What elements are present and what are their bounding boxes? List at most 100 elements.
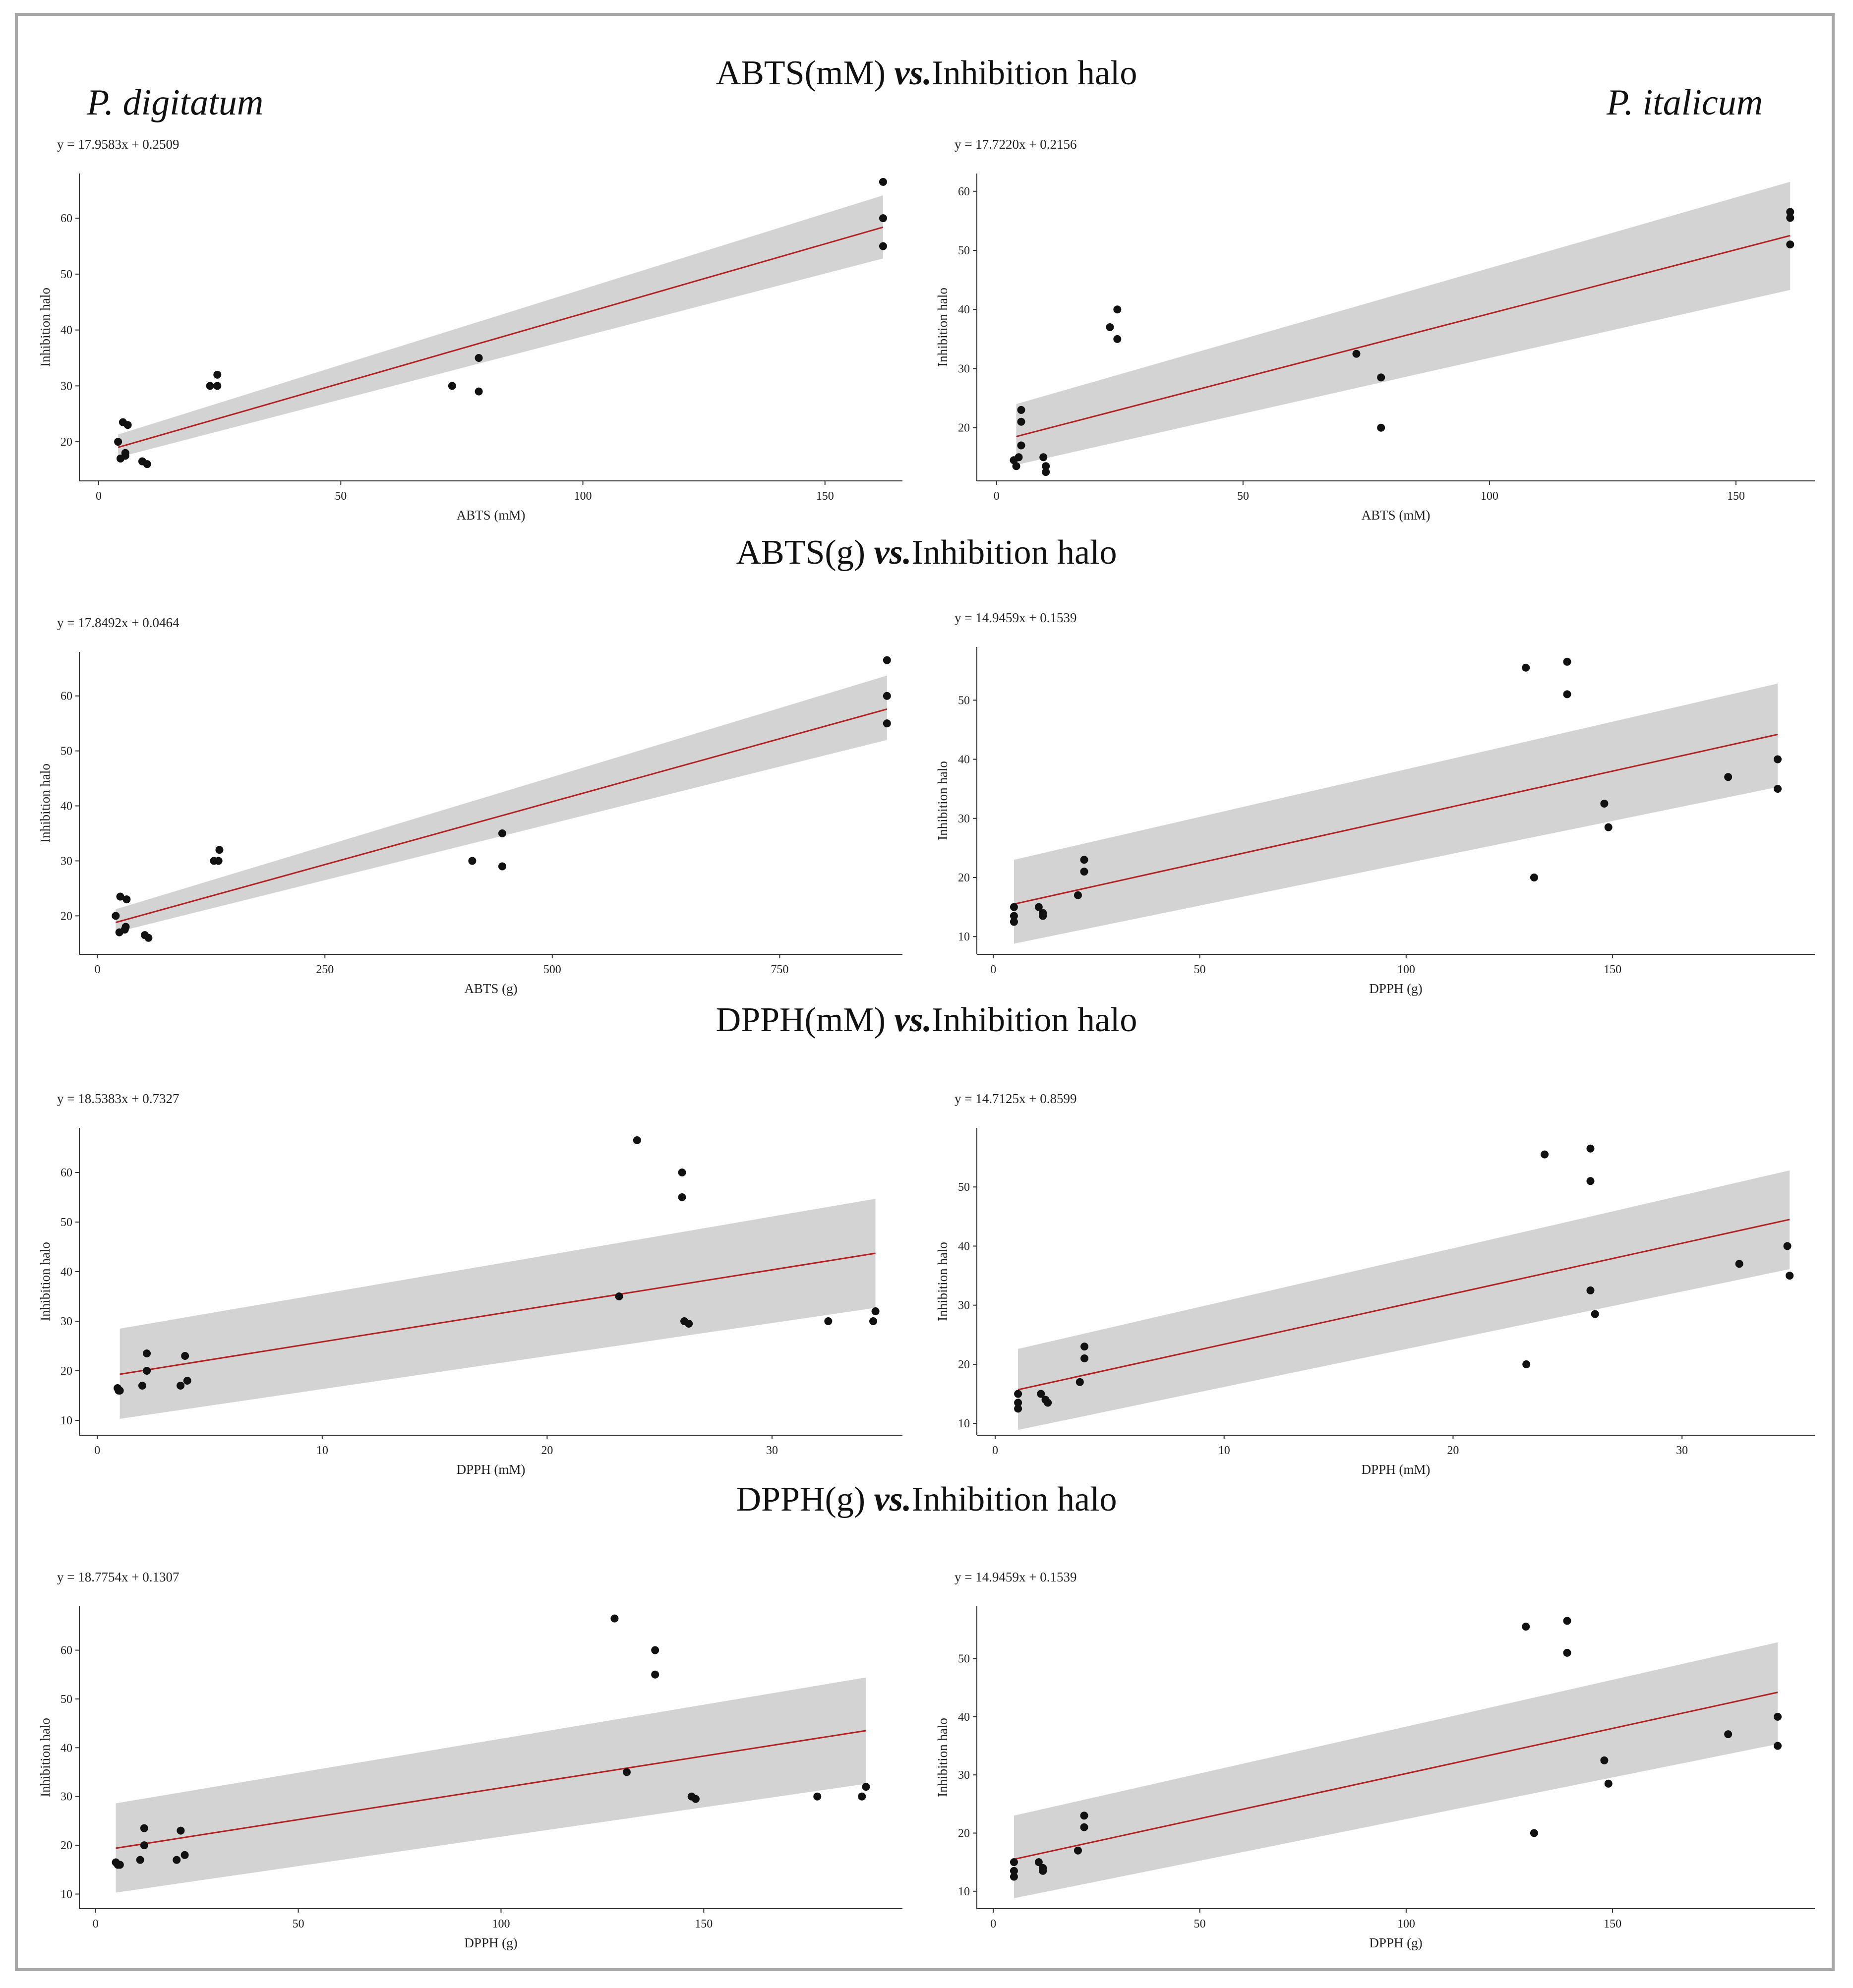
data-point — [1377, 423, 1385, 432]
data-point — [122, 895, 131, 904]
confidence-band — [120, 1199, 876, 1419]
equation-label: y = 18.7754x + 0.1307 — [57, 1570, 179, 1584]
y-tick-label: 60 — [60, 212, 72, 225]
x-tick-label: 30 — [1676, 1444, 1688, 1457]
x-axis-label: DPPH (g) — [464, 1935, 517, 1950]
y-axis-label: Inhibition halo — [38, 1242, 53, 1321]
data-point — [813, 1792, 822, 1801]
y-axis-label: Inhibition halo — [935, 288, 950, 367]
data-point — [1604, 823, 1613, 831]
equation-label: y = 18.5383x + 0.7327 — [57, 1091, 179, 1106]
data-point — [1044, 1399, 1052, 1407]
equation-label: y = 14.7125x + 0.8599 — [955, 1091, 1076, 1106]
data-point — [213, 370, 222, 379]
x-tick-label: 0 — [992, 1444, 998, 1457]
data-point — [1080, 868, 1088, 876]
data-point — [1010, 903, 1018, 911]
data-point — [177, 1826, 185, 1835]
section-title-abts-g: ABTS(g) vs.Inhibition halo — [736, 533, 1117, 572]
y-axis-label: Inhibition halo — [935, 1718, 950, 1797]
y-tick-label: 50 — [60, 745, 72, 758]
confidence-band — [118, 195, 883, 458]
x-tick-label: 750 — [771, 963, 788, 976]
data-point — [1563, 657, 1571, 666]
scatter-chart-dpph-g-digitatum: y = 18.7754x + 0.1307 0 50 100 150 10 20 30 40 50… — [38, 1570, 902, 1950]
data-point — [214, 857, 223, 865]
y-tick-label: 50 — [60, 268, 72, 281]
data-point — [1015, 453, 1023, 462]
y-tick-label: 20 — [60, 436, 72, 449]
data-point — [1591, 1310, 1599, 1318]
data-point — [651, 1670, 659, 1679]
data-point — [112, 912, 120, 920]
section-title-abts-mm: ABTS(mM) vs.Inhibition halo — [716, 54, 1137, 92]
x-tick-label: 20 — [541, 1444, 553, 1457]
y-axis-label: Inhibition halo — [935, 1242, 950, 1321]
data-point — [1039, 912, 1047, 920]
data-point — [177, 1382, 185, 1390]
data-point — [1377, 373, 1385, 382]
data-point — [1012, 462, 1020, 470]
y-tick-label: 50 — [60, 1216, 72, 1229]
confidence-band — [116, 675, 887, 933]
data-point — [1074, 1846, 1082, 1855]
data-point — [116, 892, 124, 901]
species-label-left: P. digitatum — [87, 82, 264, 123]
scatter-chart-dpph-g-italicum: y = 14.9459x + 0.1539 0 50 100 150 10 20 30 40 50… — [935, 1570, 1815, 1950]
data-point — [1563, 1648, 1571, 1657]
data-point — [858, 1792, 866, 1801]
data-point — [1600, 799, 1609, 808]
data-point — [883, 719, 891, 728]
y-tick-label: 60 — [958, 185, 970, 198]
data-point — [123, 421, 132, 429]
y-axis-label: Inhibition halo — [38, 1718, 53, 1797]
data-point — [121, 449, 129, 457]
data-point — [1080, 1354, 1089, 1362]
data-point — [1017, 441, 1025, 450]
scatter-chart-abts-g-digitatum: y = 17.8492x + 0.0464 0 250 500 750 20 30 40 50 6… — [38, 615, 902, 996]
data-point — [1786, 240, 1794, 249]
x-tick-label: 0 — [93, 1918, 99, 1930]
y-tick-label: 40 — [958, 303, 970, 316]
x-axis-label: DPPH (mM) — [457, 1462, 526, 1477]
equation-label: y = 17.8492x + 0.0464 — [57, 615, 179, 630]
data-point — [1530, 874, 1538, 881]
data-point — [180, 1851, 189, 1859]
data-point — [685, 1320, 693, 1328]
data-point — [1074, 891, 1082, 899]
data-point — [1076, 1378, 1084, 1386]
confidence-band — [1014, 1642, 1778, 1898]
y-tick-label: 20 — [60, 1365, 72, 1378]
data-point — [871, 1307, 880, 1315]
data-point — [138, 1382, 146, 1390]
x-axis-label: DPPH (g) — [1369, 1935, 1422, 1950]
data-point — [879, 177, 887, 186]
data-point — [215, 846, 224, 854]
data-point — [869, 1317, 878, 1325]
equation-label: y = 17.7220x + 0.2156 — [955, 137, 1076, 152]
data-point — [116, 1861, 124, 1869]
y-tick-label: 40 — [958, 1711, 970, 1724]
data-point — [1017, 406, 1025, 414]
data-point — [1352, 350, 1361, 358]
regression-line — [118, 226, 884, 448]
y-tick-label: 30 — [958, 362, 970, 375]
data-point — [1010, 1872, 1018, 1881]
y-tick-label: 30 — [958, 1299, 970, 1312]
data-point — [1724, 1730, 1733, 1739]
data-point — [1563, 1617, 1571, 1625]
data-point — [1080, 1823, 1088, 1831]
y-tick-label: 20 — [958, 1358, 970, 1371]
data-point — [1042, 462, 1050, 470]
x-axis-label: DPPH (mM) — [1362, 1462, 1431, 1477]
y-tick-label: 20 — [958, 422, 970, 435]
data-point — [1786, 208, 1794, 216]
data-point — [173, 1856, 181, 1864]
data-point — [144, 934, 153, 942]
y-tick-label: 60 — [60, 1167, 72, 1179]
x-tick-label: 100 — [1397, 1918, 1415, 1930]
data-point — [1522, 1360, 1531, 1368]
x-tick-label: 30 — [766, 1444, 778, 1457]
data-point — [1080, 1343, 1089, 1351]
x-tick-label: 100 — [1481, 490, 1498, 503]
